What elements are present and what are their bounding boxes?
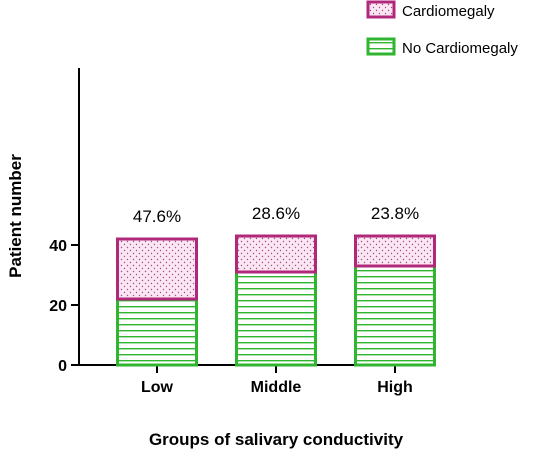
x-tick-label-low: Low: [141, 379, 174, 396]
chart-legend: Cardiomegaly No Cardiomegaly: [366, 0, 518, 57]
legend-label-cardiomegaly: Cardiomegaly: [402, 3, 495, 20]
y-ticks: 0 20 40: [49, 238, 79, 375]
bar-low-cardiomegaly: [116, 237, 198, 301]
legend-item-cardiomegaly: Cardiomegaly: [366, 0, 495, 20]
bar-percentage-labels: 47.6% 28.6% 23.8%: [133, 204, 419, 226]
bar-label-middle: 28.6%: [252, 204, 300, 223]
bar-label-high: 23.8%: [371, 204, 419, 223]
bar-middle-no-cardiomegaly: [235, 270, 317, 367]
y-tick-label: 20: [49, 298, 67, 315]
bar-middle-cardiomegaly: [235, 234, 317, 274]
legend-swatch-no-cardiomegaly: [366, 37, 396, 56]
legend-item-no-cardiomegaly: No Cardiomegaly: [366, 37, 518, 57]
y-tick-label: 0: [58, 358, 67, 375]
bars: [116, 234, 436, 367]
y-axis-title: Patient number: [6, 154, 25, 278]
x-axis-title: Groups of salivary conductivity: [149, 430, 404, 449]
legend-label-no-cardiomegaly: No Cardiomegaly: [402, 40, 518, 57]
x-ticks: Low Middle High: [141, 365, 413, 396]
bar-high-no-cardiomegaly: [354, 264, 436, 367]
axes: 0 20 40 Low Middle High Patient number Group…: [6, 68, 413, 449]
x-tick-label-middle: Middle: [251, 379, 302, 396]
legend-swatch-cardiomegaly: [366, 0, 396, 19]
bar-low-no-cardiomegaly: [116, 297, 198, 367]
y-tick-label: 40: [49, 238, 67, 255]
bar-high-cardiomegaly: [354, 234, 436, 268]
bar-label-low: 47.6%: [133, 207, 181, 226]
x-tick-label-high: High: [377, 379, 413, 396]
